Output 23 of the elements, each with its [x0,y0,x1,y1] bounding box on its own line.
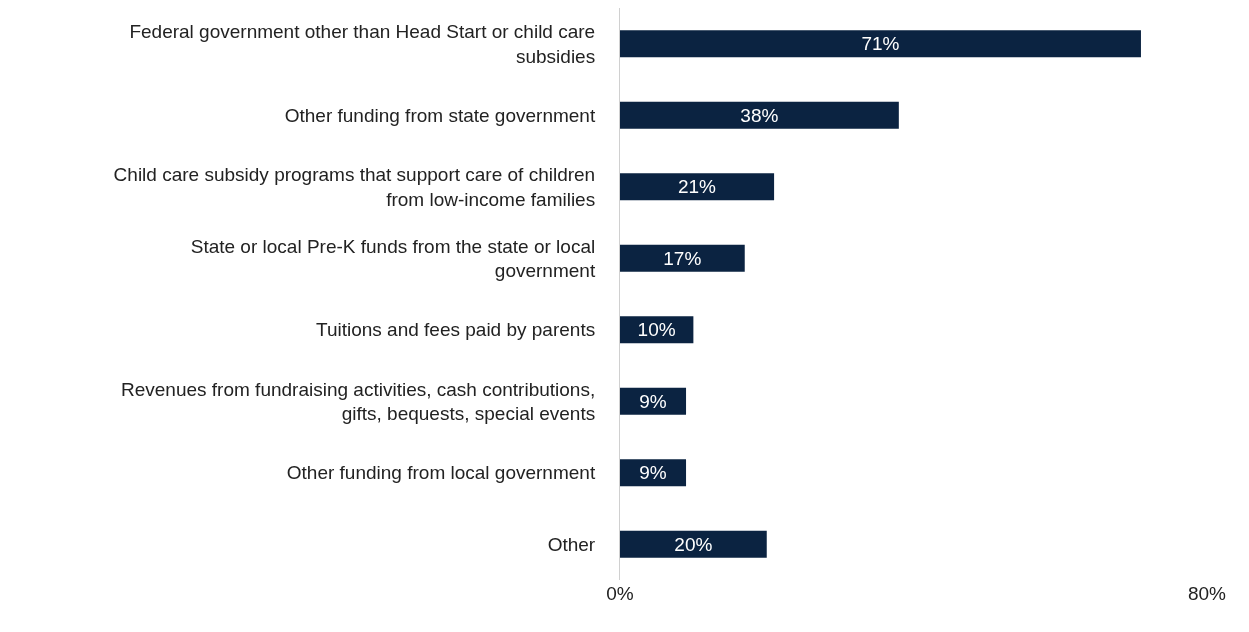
data-label: 17% [663,247,702,269]
y-tick-label: Federal government other than Head Start or child care subsidies [129,21,596,67]
bar [620,101,899,129]
y-tick-label: Other [547,533,596,555]
bar [620,30,1141,58]
data-label: 10% [637,319,676,341]
x-tick-label: 80% [1187,583,1227,604]
data-label: 9% [639,462,667,484]
data-label: 20% [674,533,713,555]
data-label: 9% [639,390,667,412]
bar [620,530,767,558]
y-tick-label: Tuitions and fees paid by parents [316,319,596,341]
y-tick-label: Other funding from state government [284,104,596,126]
y-tick-label: Child care subsidy programs that support care of children from low-income families [113,164,596,210]
data-label: 38% [740,104,779,126]
y-tick-label: Revenues from fundraising activities, cash contributions, gifts, bequests, special events [121,378,596,425]
y-tick-label: Other funding from local government [286,462,596,484]
x-tick-label: 0% [606,583,634,604]
bar [620,173,775,201]
y-tick-label: State or local Pre-K funds from the state or local government [190,235,596,282]
data-label: 71% [861,33,900,55]
data-label: 21% [677,176,717,198]
bar [620,244,745,272]
